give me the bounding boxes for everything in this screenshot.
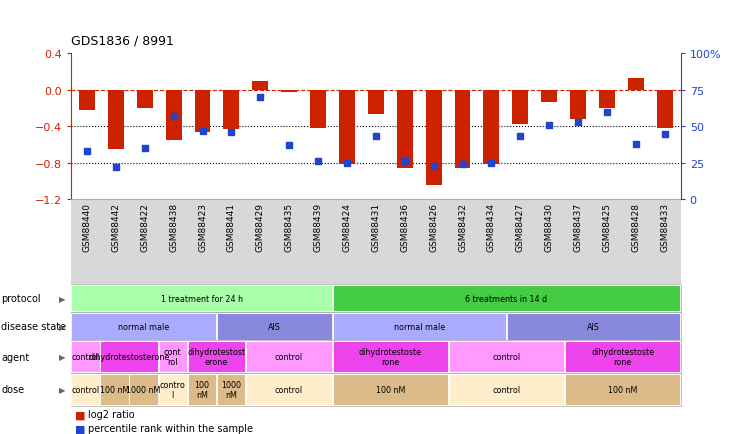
Point [254, 94, 266, 101]
Bar [224, 91, 239, 130]
Text: ▶: ▶ [58, 294, 65, 303]
Text: 100 nM: 100 nM [100, 385, 129, 394]
Point [197, 128, 209, 135]
Text: 100 nM: 100 nM [375, 385, 405, 394]
Text: AIS: AIS [268, 322, 280, 331]
Bar [599, 91, 615, 109]
Text: protocol: protocol [1, 293, 41, 303]
Text: log2 ratio: log2 ratio [88, 409, 135, 419]
Bar [426, 91, 441, 186]
Text: ▶: ▶ [58, 352, 65, 362]
Point [168, 113, 180, 120]
Text: control: control [72, 385, 99, 394]
Text: control: control [492, 385, 521, 394]
Bar [368, 91, 384, 115]
Point [81, 148, 93, 155]
Point [485, 160, 497, 167]
Text: dihydrotestost
erone: dihydrotestost erone [187, 347, 245, 367]
Bar [165, 91, 182, 141]
Text: percentile rank within the sample: percentile rank within the sample [88, 424, 254, 433]
Text: AIS: AIS [587, 322, 600, 331]
Bar [628, 79, 644, 91]
Text: control: control [275, 385, 303, 394]
Text: ▶: ▶ [58, 322, 65, 331]
Point [543, 122, 555, 129]
Text: disease state: disease state [1, 322, 67, 332]
Point [659, 131, 671, 138]
Bar [310, 91, 326, 129]
Point [138, 145, 150, 152]
Text: normal male: normal male [393, 322, 445, 331]
Text: ■: ■ [75, 424, 85, 433]
Text: contro
l: contro l [160, 380, 186, 399]
Point [630, 141, 642, 148]
Text: 6 treatments in 14 d: 6 treatments in 14 d [465, 294, 548, 303]
Text: dihydrotestoste
rone: dihydrotestoste rone [359, 347, 422, 367]
Bar [397, 91, 413, 169]
Bar [108, 91, 123, 150]
Text: control: control [492, 352, 521, 362]
Point [456, 161, 468, 168]
Point [601, 109, 613, 116]
Text: control: control [72, 352, 99, 362]
Point [110, 164, 122, 171]
Text: ▶: ▶ [58, 385, 65, 394]
Bar [194, 91, 210, 132]
Bar [483, 91, 500, 165]
Bar [252, 82, 269, 91]
Text: dose: dose [1, 385, 25, 395]
Text: cont
rol: cont rol [164, 347, 182, 367]
Point [370, 134, 381, 141]
Bar [570, 91, 586, 120]
Text: dihydrotestosterone: dihydrotestosterone [88, 352, 170, 362]
Point [515, 134, 527, 141]
Point [428, 163, 440, 170]
Bar [281, 91, 297, 92]
Text: normal male: normal male [118, 322, 169, 331]
Text: 1000
nM: 1000 nM [221, 380, 241, 399]
Point [399, 158, 411, 165]
Bar [542, 91, 557, 102]
Bar [137, 91, 153, 109]
Text: agent: agent [1, 352, 30, 362]
Bar [79, 91, 95, 111]
Text: 100 nM: 100 nM [608, 385, 637, 394]
Bar [657, 91, 672, 129]
Text: 1000 nM: 1000 nM [126, 385, 161, 394]
Bar [455, 91, 470, 169]
Point [225, 129, 237, 136]
Text: control: control [275, 352, 303, 362]
Text: dihydrotestoste
rone: dihydrotestoste rone [591, 347, 654, 367]
Text: ■: ■ [75, 409, 85, 419]
Bar [339, 91, 355, 165]
Point [283, 142, 295, 149]
Point [341, 160, 353, 167]
Point [572, 119, 584, 126]
Text: 100
nM: 100 nM [194, 380, 209, 399]
Text: 1 treatment for 24 h: 1 treatment for 24 h [161, 294, 242, 303]
Point [312, 158, 324, 165]
Bar [512, 91, 528, 125]
Text: GDS1836 / 8991: GDS1836 / 8991 [71, 35, 174, 48]
